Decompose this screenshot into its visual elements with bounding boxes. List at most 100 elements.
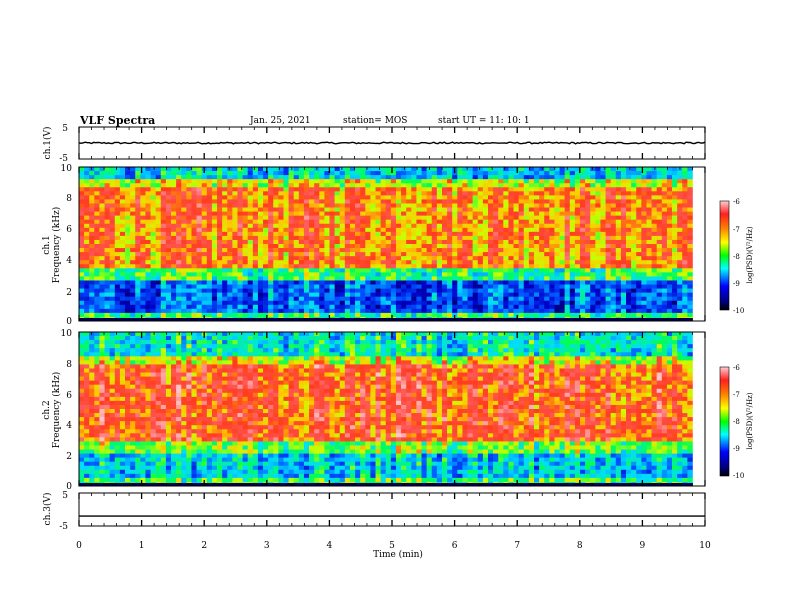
spectrogram-cell	[441, 280, 448, 285]
spectrogram-cell	[232, 219, 238, 225]
spectrogram-cell	[94, 477, 100, 483]
spectrogram-cell	[314, 207, 320, 212]
spectrogram-cell	[528, 191, 535, 196]
spectrogram-cell	[569, 215, 576, 220]
spectrogram-cell	[426, 191, 433, 196]
spectrogram-cell	[99, 477, 105, 483]
spectrogram-cell	[114, 252, 121, 257]
spectrogram-cell	[457, 312, 463, 318]
spectrogram-cell	[539, 312, 545, 318]
spectrogram-cell	[416, 199, 422, 204]
spectrogram-cell	[447, 203, 453, 208]
spectrogram-cell	[523, 167, 530, 172]
spectrogram-cell	[518, 211, 525, 216]
spectrogram-cell	[257, 195, 264, 200]
spectrogram-cell	[217, 256, 223, 261]
spectrogram-cell	[385, 272, 392, 277]
spectrogram-cell	[109, 300, 116, 306]
spectrogram-cell	[339, 203, 346, 208]
spectrogram-cell	[641, 187, 647, 192]
spectrogram-cell	[196, 260, 202, 265]
spectrogram-cell	[273, 227, 279, 233]
spectrogram-cell	[104, 308, 110, 314]
spectrogram-cell	[395, 284, 402, 289]
spectrogram-cell	[534, 272, 540, 277]
spectrogram-cell	[564, 268, 571, 273]
spectrogram-cell	[114, 396, 121, 402]
spectrogram-cell	[620, 308, 627, 314]
spectrogram-cell	[411, 272, 417, 277]
spectrogram-cell	[109, 417, 116, 422]
spectrogram-cell	[278, 292, 284, 297]
spectrogram-cell	[462, 304, 468, 310]
spectrogram-cell	[585, 191, 591, 196]
spectrogram-cell	[651, 280, 657, 285]
spectrogram-cell	[395, 280, 402, 285]
spectrogram-cell	[549, 167, 555, 172]
spectrogram-cell	[569, 223, 576, 229]
spectrogram-cell	[324, 256, 330, 261]
spectrogram-cell	[590, 284, 596, 289]
spectrogram-cell	[217, 235, 223, 241]
spectrogram-cell	[447, 207, 453, 212]
spectrogram-cell	[79, 445, 85, 450]
spectrogram-cell	[278, 211, 284, 216]
spectrogram-cell	[273, 248, 279, 253]
spectrogram-cell	[569, 203, 576, 208]
spectrogram-cell	[574, 264, 581, 269]
spectrogram-cell	[447, 244, 453, 249]
spectrogram-cell	[155, 260, 162, 265]
spectrogram-cell	[135, 284, 141, 289]
spectrogram-cell	[375, 292, 381, 297]
spectrogram-cell	[211, 304, 218, 310]
spectrogram-cell	[677, 300, 683, 306]
spectrogram-cell	[171, 300, 177, 306]
spectrogram-cell	[462, 312, 468, 318]
spectrogram-cell	[646, 179, 652, 184]
spectrogram-cell	[672, 191, 678, 196]
spectrogram-cell	[518, 244, 525, 249]
spectrogram-cell	[447, 195, 453, 200]
spectrogram-cell	[293, 304, 300, 310]
spectrogram-cell	[554, 272, 560, 277]
spectrogram-cell	[641, 227, 647, 233]
spectrogram-cell	[482, 260, 489, 265]
spectrogram-cell	[319, 179, 325, 184]
spectrogram-cell	[309, 260, 315, 265]
spectrogram-cell	[687, 239, 693, 245]
spectrogram-cell	[539, 171, 545, 176]
spectrogram-cell	[605, 207, 611, 212]
spectrogram-cell	[651, 175, 657, 180]
spectrogram-cell	[472, 179, 479, 184]
spectrogram-cell	[278, 179, 284, 184]
spectrogram-cell	[380, 260, 387, 265]
spectrogram-cell	[615, 195, 622, 200]
spectrogram-cell	[344, 292, 351, 297]
spectrogram-cell	[109, 360, 116, 365]
spectrogram-cell	[344, 179, 351, 184]
spectrogram-cell	[237, 215, 243, 220]
spectrogram-cell	[339, 256, 346, 261]
spectrogram-cell	[237, 187, 243, 192]
spectrogram-cell	[687, 244, 693, 249]
spectrogram-cell	[498, 280, 504, 285]
spectrogram-cell	[355, 256, 361, 261]
spectrogram-cell	[89, 409, 95, 414]
spectrogram-cell	[457, 284, 463, 289]
spectrogram-cell	[114, 235, 121, 241]
spectrogram-cell	[564, 260, 571, 265]
spectrogram-cell	[544, 268, 550, 273]
spectrogram-cell	[94, 437, 100, 442]
spectrogram-cell	[636, 260, 642, 265]
spectrogram-cell	[324, 264, 330, 269]
spectrogram-cell	[186, 187, 192, 192]
spectrogram-cell	[329, 272, 335, 277]
spectrogram-cell	[426, 227, 433, 233]
spectrogram-cell	[508, 207, 514, 212]
spectrogram-cell	[227, 244, 233, 249]
spectrogram-cell	[493, 223, 499, 229]
spectrogram-cell	[646, 296, 652, 302]
spectrogram-cell	[211, 207, 218, 212]
spectrogram-cell	[605, 248, 611, 253]
spectrogram-cell	[309, 280, 315, 285]
